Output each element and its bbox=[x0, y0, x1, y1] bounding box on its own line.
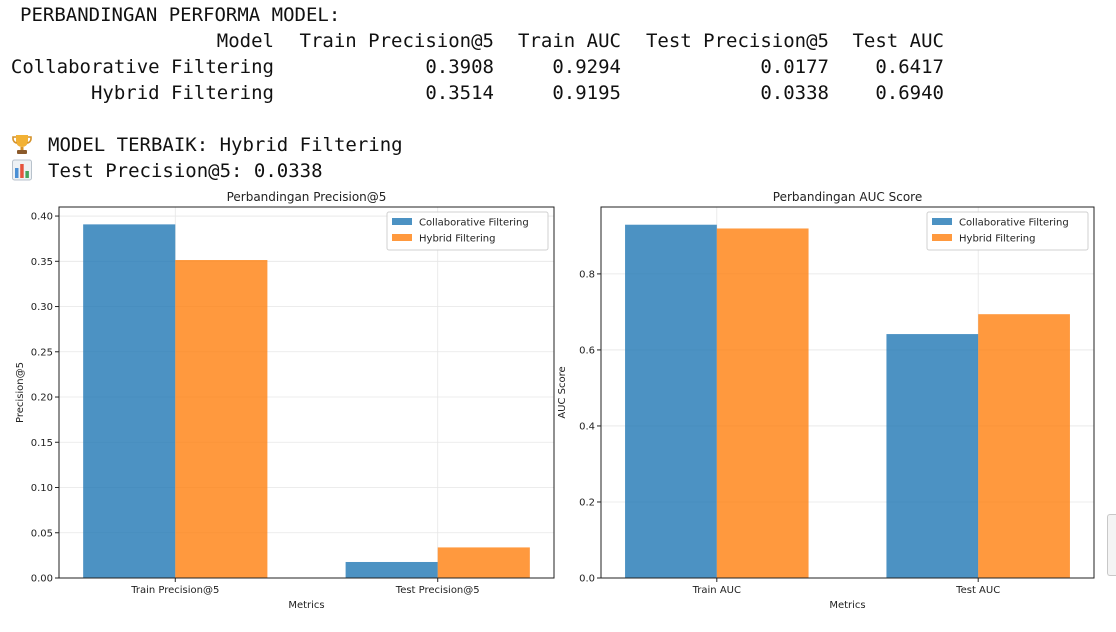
legend-swatch bbox=[932, 218, 952, 225]
y-tick-label: 0.10 bbox=[31, 483, 53, 494]
y-tick-label: 0.40 bbox=[31, 212, 53, 223]
table-row-1-test-auc: 0.6417 bbox=[875, 56, 944, 78]
y-tick-label: 0.05 bbox=[31, 528, 53, 539]
table-header-train-auc: Train AUC bbox=[518, 30, 621, 52]
x-axis-label: Metrics bbox=[288, 600, 324, 611]
legend-swatch bbox=[932, 234, 952, 241]
bar-hybrid-filtering-1 bbox=[716, 228, 809, 579]
table-row-1-train-auc: 0.9294 bbox=[552, 56, 621, 78]
chart-2: 0.0 0.2 0.4 0.6 0.8 Train AUC Test AUC Perbandi… bbox=[557, 190, 1095, 611]
table-row-2-train-precision: 0.3514 bbox=[425, 82, 494, 104]
legend-label: Collaborative Filtering bbox=[419, 218, 529, 229]
table-header-train-precision: Train Precision@5 bbox=[299, 30, 494, 52]
x-axis-label: Metrics bbox=[829, 600, 865, 611]
bar-hybrid-filtering-2 bbox=[978, 314, 1070, 578]
legend-label: Collaborative Filtering bbox=[959, 218, 1069, 229]
x-tick-label: Train Precision@5 bbox=[130, 585, 219, 596]
table-row-2-train-auc: 0.9195 bbox=[552, 82, 621, 104]
table-row-1-test-precision: 0.0177 bbox=[760, 56, 829, 78]
y-tick-label: 0.35 bbox=[31, 257, 53, 268]
table-row-1-train-precision: 0.3908 bbox=[425, 56, 494, 78]
y-tick-label: 0.25 bbox=[31, 347, 53, 358]
chart-title: Perbandingan Precision@5 bbox=[227, 190, 387, 204]
table-row-1-model: Collaborative Filtering bbox=[10, 56, 274, 78]
bar-hybrid-filtering-2 bbox=[437, 547, 530, 578]
output-heading: PERBANDINGAN PERFORMA MODEL: bbox=[20, 4, 341, 26]
y-tick-label: 0.4 bbox=[579, 421, 595, 432]
table-header-test-precision: Test Precision@5 bbox=[645, 30, 829, 52]
table-row-2-test-auc: 0.6940 bbox=[875, 82, 944, 104]
x-tick-label: Train AUC bbox=[692, 585, 741, 596]
table-row-2-test-precision: 0.0338 bbox=[760, 82, 829, 104]
x-tick-label: Test AUC bbox=[955, 585, 1000, 596]
best-precision-line: Test Precision@5: 0.0338 bbox=[48, 160, 323, 182]
y-tick-label: 0.30 bbox=[31, 302, 53, 313]
y-tick-label: 0.8 bbox=[579, 269, 595, 280]
axes-frame bbox=[58, 206, 555, 579]
y-tick-label: 0.2 bbox=[579, 497, 595, 508]
legend-box bbox=[926, 211, 1089, 251]
trophy-icon bbox=[12, 135, 32, 154]
bar-collaborative-filtering-1 bbox=[83, 224, 176, 578]
scrollbar-handle[interactable] bbox=[1107, 514, 1116, 576]
best-model-line: MODEL TERBAIK: Hybrid Filtering bbox=[48, 134, 403, 156]
y-axis-label: AUC Score bbox=[557, 366, 568, 418]
bar-hybrid-filtering-1 bbox=[175, 260, 268, 578]
x-tick-label: Test Precision@5 bbox=[395, 585, 480, 596]
y-tick-label: 0.20 bbox=[31, 393, 53, 404]
bar-collaborative-filtering-2 bbox=[886, 334, 979, 578]
legend-swatch bbox=[392, 218, 412, 225]
chart-title: Perbandingan AUC Score bbox=[773, 190, 922, 204]
y-axis-label: Precision@5 bbox=[15, 362, 26, 423]
legend-swatch bbox=[392, 234, 412, 241]
bar-collaborative-filtering-1 bbox=[625, 224, 717, 578]
table-header-test-auc: Test AUC bbox=[852, 30, 944, 52]
y-tick-label: 0.0 bbox=[579, 574, 595, 585]
bar-chart-icon bbox=[12, 159, 32, 181]
y-tick-label: 0.15 bbox=[31, 438, 53, 449]
table-row-2-model: Hybrid Filtering bbox=[90, 82, 274, 104]
table-header-model: Model bbox=[216, 30, 274, 52]
axes-frame bbox=[600, 206, 1095, 579]
bar-collaborative-filtering-2 bbox=[345, 561, 438, 578]
legend-box bbox=[386, 211, 549, 251]
y-tick-label: 0.6 bbox=[579, 345, 595, 356]
y-tick-label: 0.00 bbox=[31, 574, 53, 585]
legend-label: Hybrid Filtering bbox=[959, 234, 1035, 245]
chart-1: 0.00 0.05 0.10 0.15 0.20 0.25 0.30 0.35 0.40 Trai… bbox=[15, 190, 555, 611]
legend-label: Hybrid Filtering bbox=[419, 234, 495, 245]
